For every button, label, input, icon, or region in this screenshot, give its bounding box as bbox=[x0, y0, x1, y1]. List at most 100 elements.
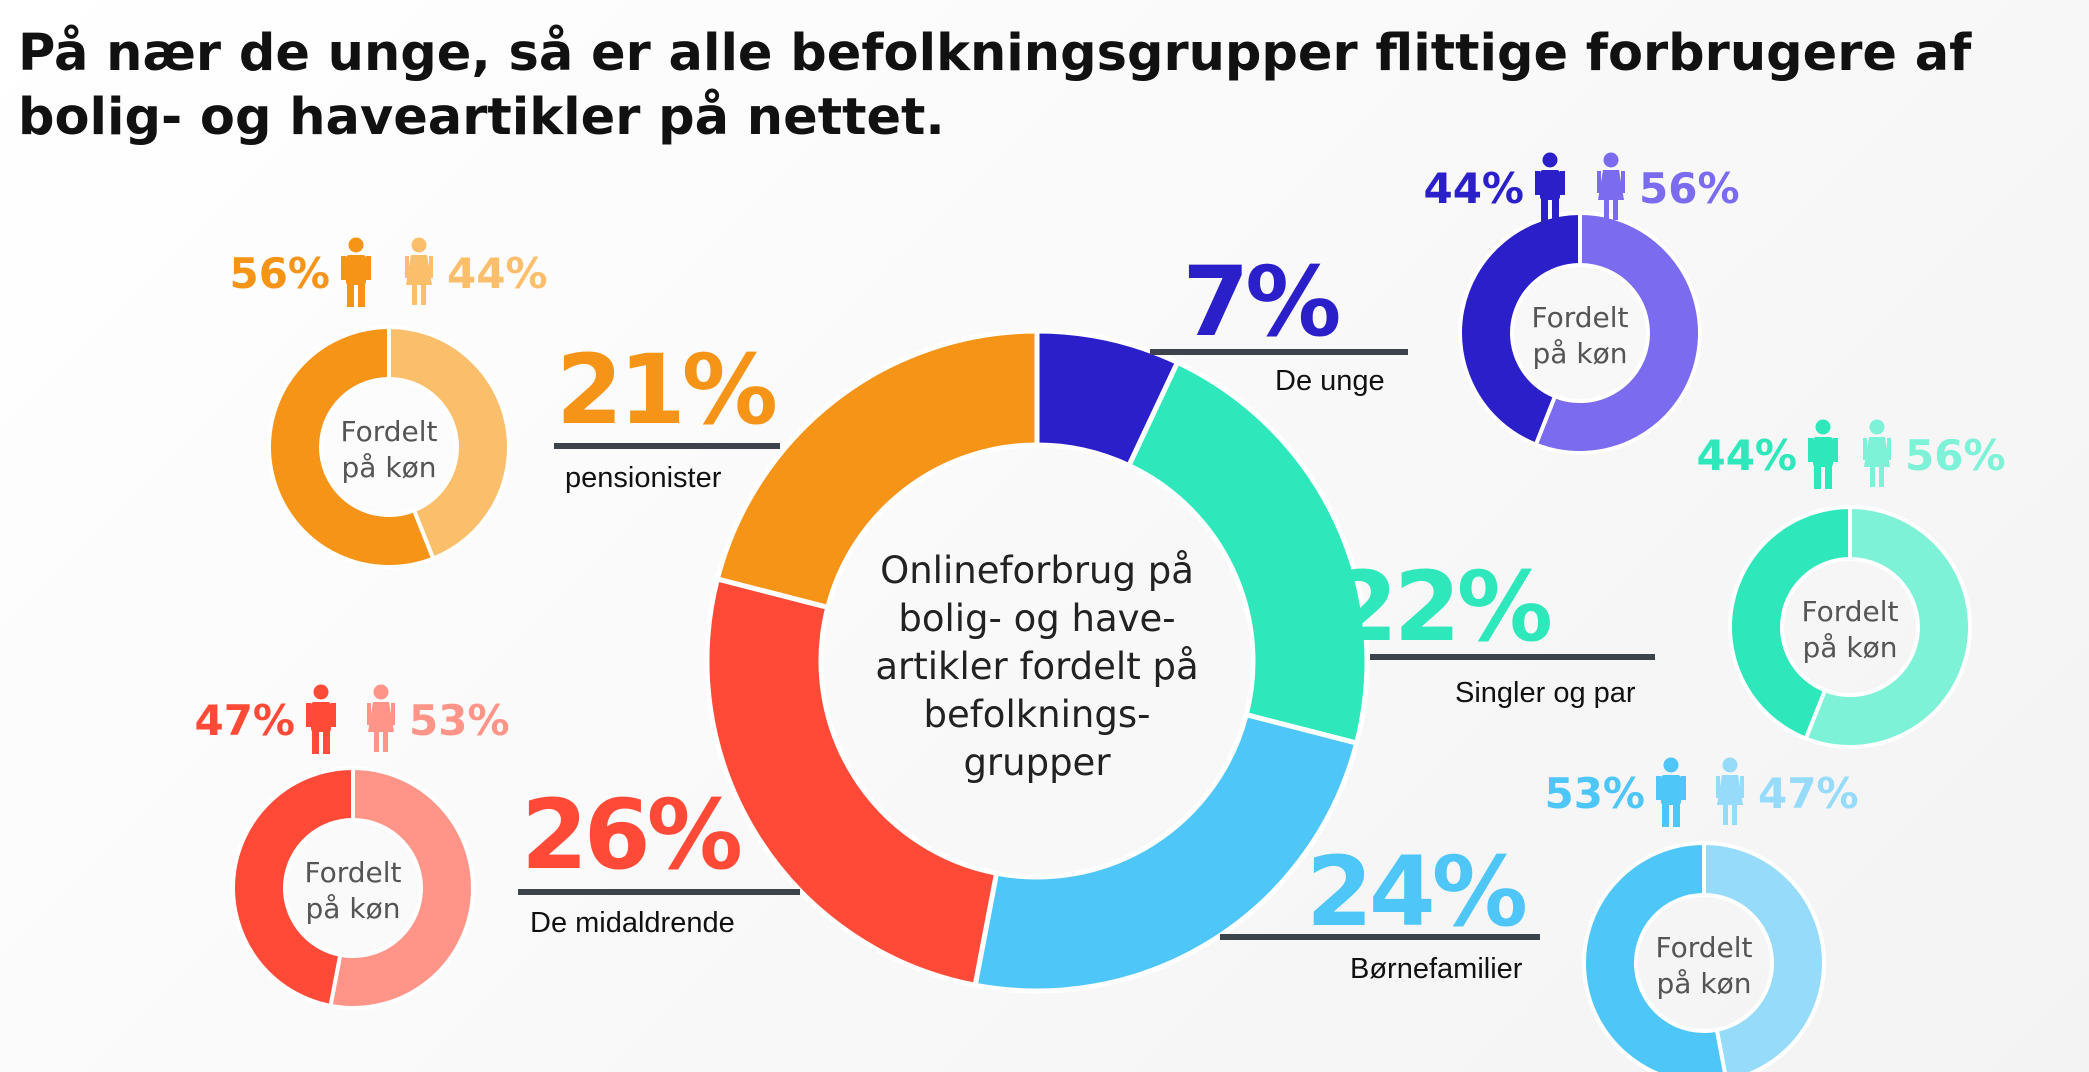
torso bbox=[311, 702, 331, 732]
gender-female-slice bbox=[1803, 504, 1973, 749]
leg bbox=[312, 730, 319, 754]
center-label: Onlineforbrug på bolig- og have-artikler … bbox=[875, 549, 1198, 784]
segment-singler bbox=[1125, 359, 1370, 747]
dress bbox=[1598, 170, 1624, 200]
donut-center-text: på køn bbox=[1533, 337, 1628, 370]
arm bbox=[1863, 438, 1867, 460]
donut-center-text: Fordelt bbox=[1801, 595, 1898, 628]
head bbox=[348, 237, 364, 253]
head bbox=[411, 237, 427, 253]
male-icon bbox=[341, 237, 371, 307]
leg bbox=[1604, 200, 1609, 220]
callout-label-boernefamilier: Børnefamilier bbox=[1350, 953, 1523, 985]
segment-boernefamilier bbox=[972, 711, 1360, 994]
center-label-line: Onlineforbrug på bbox=[880, 549, 1194, 592]
arm bbox=[391, 703, 395, 725]
male-icon bbox=[1656, 757, 1686, 827]
head bbox=[1815, 419, 1831, 435]
callout-percent-pensionister: 21% bbox=[556, 334, 776, 446]
gender-female-slice bbox=[1702, 840, 1826, 1072]
donut-center-text: på køn bbox=[306, 892, 401, 925]
leg bbox=[347, 283, 354, 307]
arm bbox=[1716, 776, 1720, 798]
callout-percent-boernefamilier: 24% bbox=[1306, 836, 1526, 948]
arm bbox=[1560, 171, 1565, 195]
arm bbox=[1535, 171, 1540, 195]
head bbox=[1542, 152, 1558, 168]
male-percent: 44% bbox=[1696, 431, 1797, 480]
leg bbox=[1870, 467, 1875, 487]
male-percent: 47% bbox=[194, 696, 295, 745]
head bbox=[1869, 419, 1885, 435]
leg bbox=[1732, 805, 1737, 825]
gender-female-slice bbox=[328, 765, 476, 1010]
arm bbox=[405, 256, 409, 278]
donut-center-text: Fordelt bbox=[304, 856, 401, 889]
male-icon bbox=[1535, 152, 1565, 222]
male-percent: 56% bbox=[229, 249, 330, 298]
gender-female-slice bbox=[1533, 210, 1703, 455]
gender-male-slice bbox=[267, 324, 436, 569]
donut-center-text: Fordelt bbox=[1655, 931, 1752, 964]
torso bbox=[1661, 775, 1681, 805]
leg bbox=[1673, 803, 1680, 827]
leg bbox=[1662, 803, 1669, 827]
female-icon bbox=[367, 684, 395, 752]
leg bbox=[358, 283, 365, 307]
leg bbox=[1814, 465, 1821, 489]
arm bbox=[341, 256, 346, 280]
leg bbox=[1825, 465, 1832, 489]
leg bbox=[323, 730, 330, 754]
male-percent: 53% bbox=[1544, 769, 1645, 818]
arm bbox=[1656, 776, 1661, 800]
dress bbox=[1864, 437, 1890, 467]
gender-male-slice bbox=[231, 765, 355, 1009]
male-icon bbox=[306, 684, 336, 754]
donut-center-text: på køn bbox=[342, 451, 437, 484]
callout-label-pensionister: pensionister bbox=[565, 462, 722, 494]
segment-pensionister bbox=[714, 328, 1040, 611]
female-percent: 56% bbox=[1639, 164, 1740, 213]
head bbox=[313, 684, 329, 700]
female-percent: 56% bbox=[1905, 431, 2006, 480]
arm bbox=[1808, 438, 1813, 462]
gender-male-slice bbox=[1582, 840, 1727, 1072]
head bbox=[1603, 152, 1619, 168]
leg bbox=[421, 285, 426, 305]
callout-label-singler: Singler og par bbox=[1455, 677, 1636, 709]
donut-center-text: på køn bbox=[1803, 631, 1898, 664]
gender-male-slice bbox=[1728, 504, 1852, 742]
arm bbox=[429, 256, 433, 278]
leg bbox=[383, 732, 388, 752]
arm bbox=[1887, 438, 1891, 460]
female-icon bbox=[1863, 419, 1891, 487]
head bbox=[1663, 757, 1679, 773]
gender-female-slice bbox=[387, 324, 511, 562]
leg bbox=[1552, 198, 1559, 222]
arm bbox=[1740, 776, 1744, 798]
dress bbox=[368, 702, 394, 732]
head bbox=[373, 684, 389, 700]
female-percent: 47% bbox=[1758, 769, 1859, 818]
torso bbox=[1813, 437, 1833, 467]
page-title: På nær de unge, så er alle befolkningsgr… bbox=[18, 24, 1972, 147]
leg bbox=[412, 285, 417, 305]
donut-center-text: på køn bbox=[1657, 967, 1752, 1000]
torso bbox=[1540, 170, 1560, 200]
callout-percent-de_unge: 7% bbox=[1183, 246, 1340, 358]
leg bbox=[1879, 467, 1884, 487]
female-percent: 44% bbox=[447, 249, 548, 298]
dress bbox=[1717, 775, 1743, 805]
callout-percent-midaldrende: 26% bbox=[521, 779, 741, 891]
donut-center-text: Fordelt bbox=[1531, 301, 1628, 334]
arm bbox=[367, 703, 371, 725]
leg bbox=[1541, 198, 1548, 222]
head bbox=[1722, 757, 1738, 773]
arm bbox=[1833, 438, 1838, 462]
